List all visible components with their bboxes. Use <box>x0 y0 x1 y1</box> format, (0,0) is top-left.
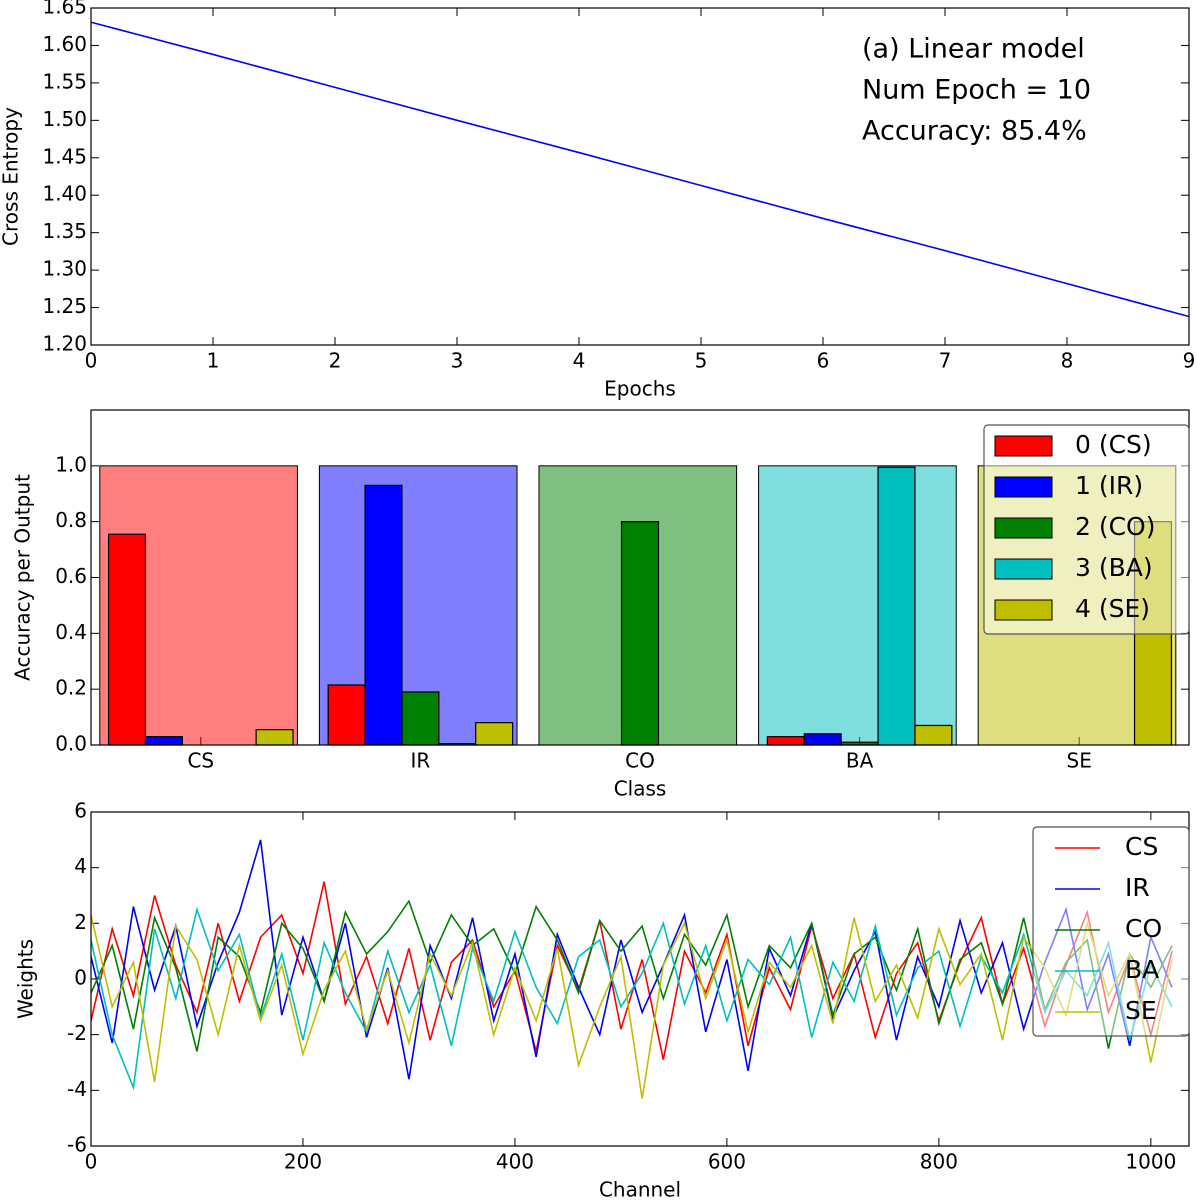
y-tick-label: 0.6 <box>55 564 87 588</box>
y-tick-label: 1.0 <box>55 452 87 476</box>
x-tick-label: 0 <box>85 349 98 373</box>
x-tick-label: 600 <box>708 1150 746 1174</box>
x-tick-label: 800 <box>920 1150 958 1174</box>
legend-label: IR <box>1125 873 1150 902</box>
y-tick-label: 0.2 <box>55 676 87 700</box>
y-tick-label: 6 <box>74 799 87 823</box>
x-tick-label: CS <box>187 749 214 773</box>
x-tick-label: 5 <box>695 349 708 373</box>
x-axis-label: Class <box>614 777 667 801</box>
y-tick-label: 1.35 <box>42 219 87 243</box>
legend-label: 0 (CS) <box>1075 430 1152 459</box>
y-axis-label: Cross Entropy <box>0 107 23 246</box>
x-tick-label: SE <box>1067 749 1092 773</box>
y-tick-label: 2 <box>74 910 87 934</box>
legend-label: BA <box>1125 955 1159 984</box>
legend-label: 2 (CO) <box>1075 512 1156 541</box>
y-tick-label: 0 <box>74 966 87 990</box>
x-tick-label: 1 <box>207 349 220 373</box>
class-background-bar <box>758 465 957 746</box>
legend-label: 3 (BA) <box>1075 553 1153 582</box>
legend-label: 1 (IR) <box>1075 471 1143 500</box>
legend-swatch <box>994 599 1053 621</box>
y-tick-label: 1.65 <box>42 0 87 19</box>
plot-frame <box>90 7 1190 346</box>
y-tick-label: 1.30 <box>42 257 87 281</box>
legend-swatch <box>994 476 1053 498</box>
y-tick-label: 0.0 <box>55 732 87 756</box>
data-line <box>91 839 1173 1080</box>
bar <box>364 484 403 746</box>
x-tick-label: 400 <box>496 1150 534 1174</box>
x-tick-label: 8 <box>1061 349 1074 373</box>
bar <box>803 733 842 746</box>
legend-label: CO <box>1125 914 1162 943</box>
bar <box>620 521 660 746</box>
y-tick-label: 0.8 <box>55 508 87 532</box>
y-tick-label: -4 <box>67 1077 87 1101</box>
y-tick-label: 1.60 <box>42 32 87 56</box>
y-tick-label: 1.55 <box>42 69 87 93</box>
legend-swatch <box>994 558 1053 580</box>
x-tick-label: 7 <box>939 349 952 373</box>
x-tick-label: 4 <box>573 349 586 373</box>
y-tick-label: 1.50 <box>42 107 87 131</box>
legend-box <box>1032 826 1190 1037</box>
data-line <box>91 906 1173 1091</box>
y-tick-label: 1.45 <box>42 144 87 168</box>
legend-label: SE <box>1125 996 1157 1025</box>
y-axis-label: Accuracy per Output <box>11 474 35 681</box>
bar <box>255 729 294 746</box>
legend-label: 4 (SE) <box>1075 594 1150 623</box>
x-tick-label: 2 <box>329 349 342 373</box>
y-tick-label: -6 <box>67 1133 87 1157</box>
bar <box>327 684 366 746</box>
x-tick-label: IR <box>411 749 431 773</box>
y-tick-label: 0.4 <box>55 620 87 644</box>
plot-frame <box>90 811 1190 1147</box>
x-tick-label: 200 <box>284 1150 322 1174</box>
annotation: (a) Linear model <box>862 34 1085 65</box>
y-tick-label: 1.20 <box>42 332 87 356</box>
x-tick-label: BA <box>846 749 874 773</box>
data-line <box>91 21 1189 318</box>
x-tick-label: 1000 <box>1125 1150 1176 1174</box>
bar <box>766 736 805 746</box>
x-tick-label: 0 <box>85 1150 98 1174</box>
y-axis-label: Weights <box>14 939 38 1019</box>
bar <box>144 736 183 746</box>
y-tick-label: 1.25 <box>42 294 87 318</box>
x-tick-label: 3 <box>451 349 464 373</box>
bar <box>107 533 147 746</box>
x-axis-label: Epochs <box>604 377 676 401</box>
legend-swatch <box>994 517 1053 539</box>
data-line <box>91 914 1173 1099</box>
bar <box>401 691 440 746</box>
y-tick-label: -2 <box>67 1021 87 1045</box>
x-tick-label: 9 <box>1183 349 1196 373</box>
bar <box>914 724 953 746</box>
x-tick-label: 6 <box>817 349 830 373</box>
legend-swatch <box>994 435 1053 457</box>
annotation: Num Epoch = 10 <box>862 75 1091 106</box>
y-tick-label: 1.40 <box>42 182 87 206</box>
y-tick-label: 4 <box>74 854 87 878</box>
legend-label: CS <box>1125 832 1158 861</box>
bar <box>877 466 916 746</box>
x-tick-label: CO <box>625 749 655 773</box>
annotation: Accuracy: 85.4% <box>862 116 1087 147</box>
x-axis-label: Channel <box>599 1178 681 1200</box>
bar <box>475 722 514 746</box>
